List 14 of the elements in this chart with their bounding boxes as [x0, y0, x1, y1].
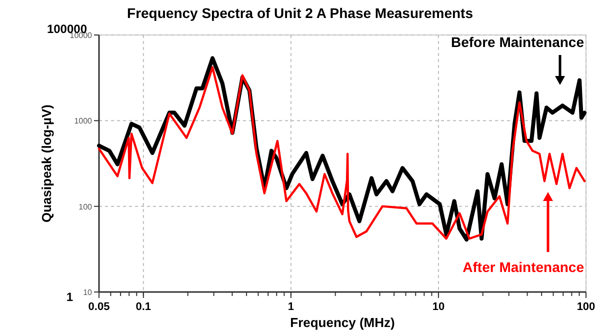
x-tick-label: 100: [576, 301, 596, 313]
text: 1: [66, 290, 74, 304]
x-axis-title: Frequency (MHz): [290, 315, 395, 330]
series-label: After Maintenance: [462, 259, 584, 275]
y-axis-title: Quasipeak (log-µV): [39, 104, 54, 223]
y-tick-label: 100: [78, 202, 93, 212]
x-tick-label: 1: [288, 301, 294, 313]
y-tick-label: 1000: [74, 116, 93, 126]
y-tick-label: 10: [83, 288, 93, 297]
x-tick-label: 0.1: [136, 301, 152, 313]
x-tick-label: 0.05: [88, 301, 110, 313]
chart-title: Frequency Spectra of Unit 2 A Phase Measurements: [127, 5, 474, 21]
x-tick-label: 10: [432, 301, 445, 313]
text: Before Maintenance: [450, 34, 584, 50]
